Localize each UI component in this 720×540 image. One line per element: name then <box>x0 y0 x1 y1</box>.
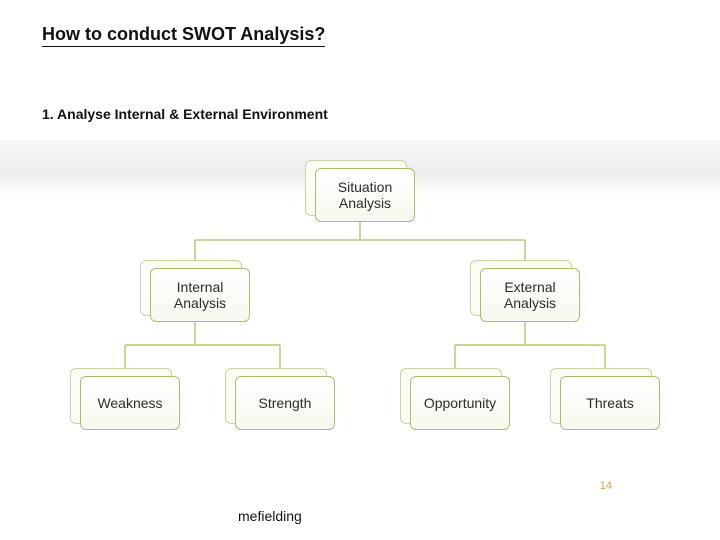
node-situation-analysis: SituationAnalysis <box>305 160 415 222</box>
node-label: InternalAnalysis <box>150 268 250 322</box>
node-weakness: Weakness <box>70 368 180 430</box>
node-opportunity: Opportunity <box>400 368 510 430</box>
footer-text: mefielding <box>238 508 302 524</box>
node-label: Strength <box>235 376 335 430</box>
node-threats: Threats <box>550 368 660 430</box>
node-label: Weakness <box>80 376 180 430</box>
node-label: Opportunity <box>410 376 510 430</box>
section-heading: 1. Analyse Internal & External Environme… <box>42 106 328 122</box>
node-external-analysis: ExternalAnalysis <box>470 260 580 322</box>
node-internal-analysis: InternalAnalysis <box>140 260 250 322</box>
node-label: ExternalAnalysis <box>480 268 580 322</box>
node-label: Threats <box>560 376 660 430</box>
page-title: How to conduct SWOT Analysis? <box>42 24 325 47</box>
node-label: SituationAnalysis <box>315 168 415 222</box>
node-strength: Strength <box>225 368 335 430</box>
swot-tree-diagram: SituationAnalysis InternalAnalysis Exter… <box>0 150 720 470</box>
page-number: 14 <box>600 480 612 492</box>
